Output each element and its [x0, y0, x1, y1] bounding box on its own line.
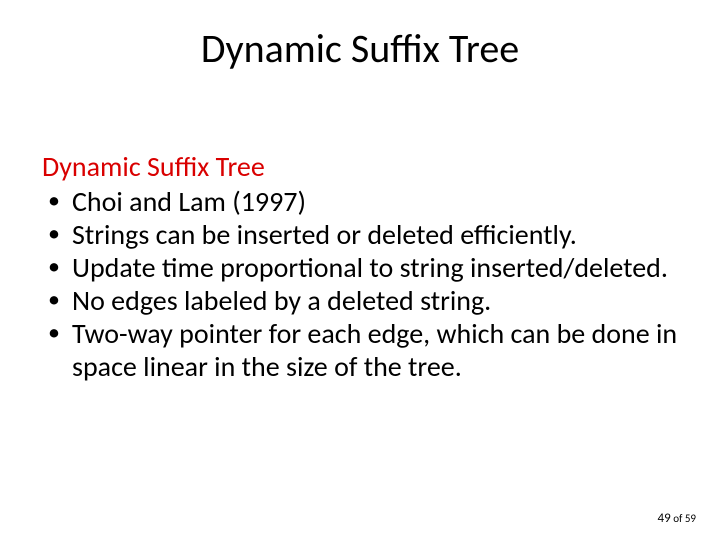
slide: Dynamic Suffix Tree Dynamic Suffix Tree …	[0, 0, 720, 540]
list-item: Update time proportional to string inser…	[42, 251, 678, 284]
list-item: Choi and Lam (1997)	[42, 185, 678, 218]
page-footer: 49 of 59	[658, 511, 696, 526]
slide-title: Dynamic Suffix Tree	[0, 24, 720, 73]
slide-body: Dynamic Suffix Tree Choi and Lam (1997) …	[42, 150, 678, 383]
list-item: Strings can be inserted or deleted effic…	[42, 218, 678, 251]
bullet-list: Choi and Lam (1997) Strings can be inser…	[42, 185, 678, 383]
subheading: Dynamic Suffix Tree	[42, 150, 678, 183]
page-separator: of	[671, 512, 685, 525]
list-item: No edges labeled by a deleted string.	[42, 284, 678, 317]
page-total: 59	[685, 512, 696, 525]
page-current: 49	[658, 511, 671, 526]
list-item: Two-way pointer for each edge, which can…	[42, 317, 678, 383]
